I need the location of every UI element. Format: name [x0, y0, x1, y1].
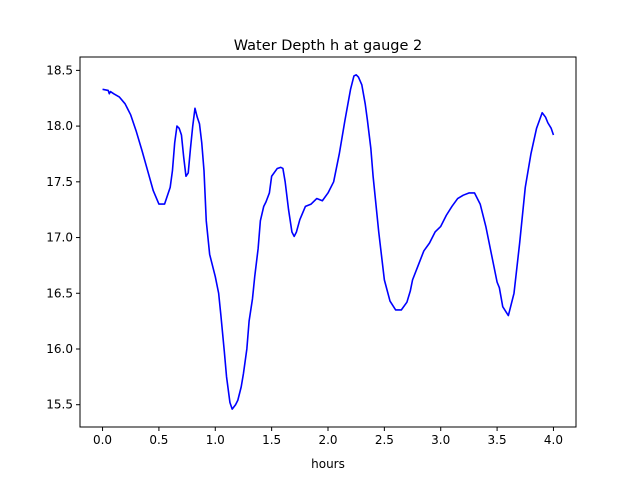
- x-tick-label: 1.0: [206, 433, 225, 447]
- chart-title: Water Depth h at gauge 2: [234, 38, 422, 54]
- x-tick-label: 1.5: [262, 433, 281, 447]
- y-tick-label: 15.5: [46, 398, 73, 412]
- series-line: [102, 74, 555, 410]
- x-axis: 0.0 0.5 1.0 1.5 2.0 2.5 3.0 3.5 4.0: [93, 427, 563, 447]
- x-tick-label: 4.0: [544, 433, 563, 447]
- plot-area: [102, 74, 555, 410]
- y-tick-label: 18.5: [46, 63, 73, 77]
- y-axis: 15.5 16.0 16.5 17.0 17.5 18.0 18.5: [46, 63, 80, 412]
- x-tick-label: 3.5: [488, 433, 507, 447]
- y-tick-label: 17.0: [46, 231, 73, 245]
- x-tick-label: 3.0: [431, 433, 450, 447]
- y-tick-label: 16.0: [46, 342, 73, 356]
- x-tick-label: 0.0: [93, 433, 112, 447]
- x-tick-label: 0.5: [149, 433, 168, 447]
- y-tick-label: 17.5: [46, 175, 73, 189]
- x-tick-label: 2.5: [375, 433, 394, 447]
- y-tick-label: 16.5: [46, 286, 73, 300]
- x-tick-label: 2.0: [318, 433, 337, 447]
- y-tick-label: 18.0: [46, 119, 73, 133]
- x-axis-label: hours: [311, 457, 345, 471]
